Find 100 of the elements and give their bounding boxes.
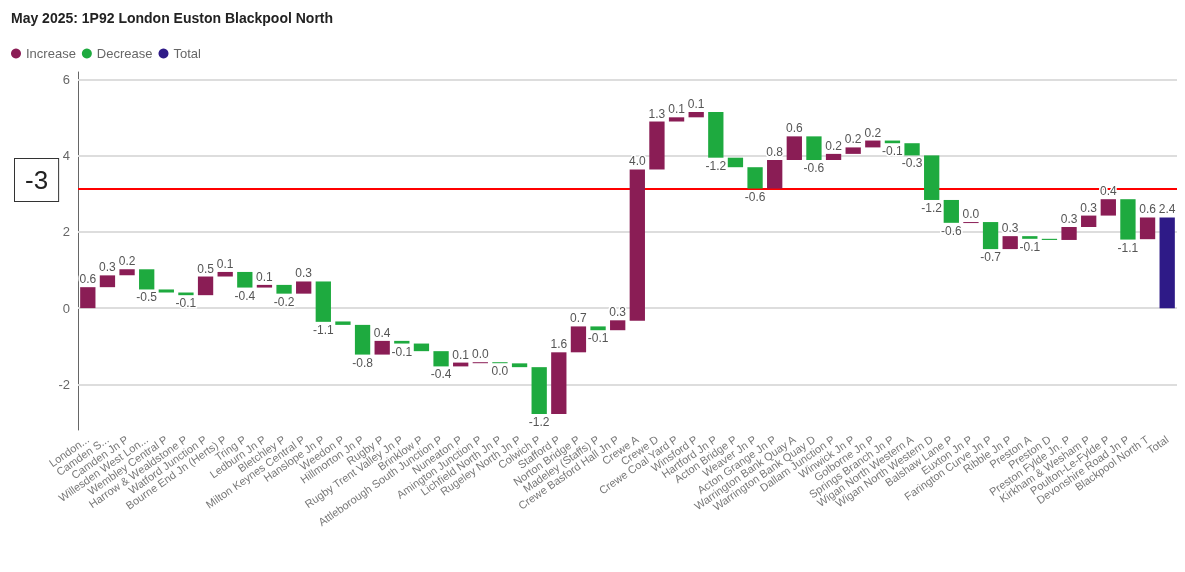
bar <box>335 321 351 325</box>
data-label: 0.3 <box>99 260 117 275</box>
bar <box>1002 236 1018 250</box>
bar <box>1159 217 1175 309</box>
legend-label: Decrease <box>96 46 153 61</box>
data-label: 0.6 <box>785 121 803 136</box>
data-label: 0.1 <box>668 102 686 117</box>
data-label: -0.8 <box>352 355 374 370</box>
y-tick-label: -2 <box>58 376 70 392</box>
data-label: 0.0 <box>962 207 980 222</box>
data-label: 0.7 <box>570 311 588 326</box>
data-label: -1.2 <box>528 415 550 429</box>
bar <box>80 287 96 309</box>
bar <box>511 363 528 368</box>
data-label: 1.6 <box>550 337 568 352</box>
bar <box>904 143 920 156</box>
data-label: 0.3 <box>295 266 313 281</box>
bar <box>1100 199 1116 216</box>
data-label: 0.4 <box>373 325 391 340</box>
bar <box>354 324 371 355</box>
legend-label: Total <box>173 46 202 61</box>
bar <box>413 343 430 352</box>
bar <box>629 169 645 321</box>
data-label: -0.7 <box>980 250 1002 265</box>
legend-label: Increase <box>26 46 76 61</box>
y-tick-label: 4 <box>62 148 70 164</box>
data-label: 0.0 <box>491 364 509 379</box>
data-label: 0.6 <box>1139 202 1157 217</box>
data-label: 0.3 <box>1080 200 1098 215</box>
data-label: -1.2 <box>705 158 727 173</box>
bar <box>1139 217 1156 240</box>
data-label: -0.5 <box>136 290 158 305</box>
y-tick-label: 0 <box>62 300 70 316</box>
bar <box>1061 227 1077 240</box>
bar <box>433 351 449 367</box>
data-label: 0.3 <box>609 305 627 320</box>
bar <box>924 155 940 200</box>
data-label: -1.2 <box>921 200 943 215</box>
data-label: 0.1 <box>687 96 705 111</box>
data-label: 0.2 <box>844 132 862 147</box>
data-label: 0.6 <box>79 272 97 287</box>
bar <box>139 269 155 290</box>
data-label: -0.1 <box>1019 239 1041 254</box>
bar <box>708 111 724 158</box>
data-label: 0.1 <box>216 256 234 271</box>
data-label: -0.1 <box>882 144 904 159</box>
bar <box>649 121 665 170</box>
data-label: 0.3 <box>1060 212 1078 227</box>
data-label: 1.3 <box>648 106 666 121</box>
bar <box>119 269 135 276</box>
data-label: 0.1 <box>256 269 274 284</box>
bar <box>590 326 606 331</box>
bar <box>1120 199 1136 240</box>
data-label: 0.3 <box>1001 221 1019 236</box>
bar <box>747 167 763 189</box>
bar <box>315 281 331 322</box>
data-label: 0.8 <box>766 144 784 159</box>
bar <box>845 147 861 154</box>
data-label: 2.4 <box>1158 202 1176 217</box>
data-label: -0.1 <box>587 331 609 346</box>
bar <box>786 136 802 160</box>
y-tick-label: 6 <box>62 72 70 88</box>
text: -3 <box>25 165 49 195</box>
data-label: -0.4 <box>234 288 256 303</box>
bar <box>943 199 959 223</box>
bar <box>688 111 704 118</box>
bar <box>825 153 842 160</box>
data-label: 0.2 <box>118 254 136 269</box>
bar <box>727 157 744 168</box>
bar <box>276 284 292 294</box>
data-label: -0.3 <box>901 156 923 171</box>
bar <box>99 275 116 288</box>
bar <box>197 276 214 296</box>
bar <box>531 367 547 414</box>
data-label: 4.0 <box>628 154 646 169</box>
data-label: -0.1 <box>175 296 197 311</box>
bar <box>610 320 626 331</box>
data-label: 0.1 <box>452 347 470 362</box>
data-label: -0.6 <box>803 160 825 175</box>
bar <box>394 340 410 344</box>
bar <box>374 340 390 355</box>
bar <box>1081 215 1097 228</box>
data-label: 0.2 <box>864 125 882 140</box>
chart-title: May 2025: 1P92 London Euston Blackpool North <box>11 10 334 26</box>
data-label: 0.0 <box>471 347 489 362</box>
bar <box>296 281 312 294</box>
bar <box>806 136 822 160</box>
data-label: -1.1 <box>1117 240 1139 255</box>
data-label: -0.1 <box>391 344 413 359</box>
y-tick-label: 2 <box>62 224 70 240</box>
bar <box>217 271 233 277</box>
bar <box>237 271 253 288</box>
bar <box>158 289 174 293</box>
bar <box>1022 236 1038 239</box>
bar <box>767 159 783 189</box>
data-label: -0.2 <box>273 294 295 309</box>
data-label: 0.5 <box>197 261 215 276</box>
data-label: 0.2 <box>825 138 843 153</box>
data-label: -0.6 <box>744 189 766 204</box>
bar <box>256 284 273 288</box>
